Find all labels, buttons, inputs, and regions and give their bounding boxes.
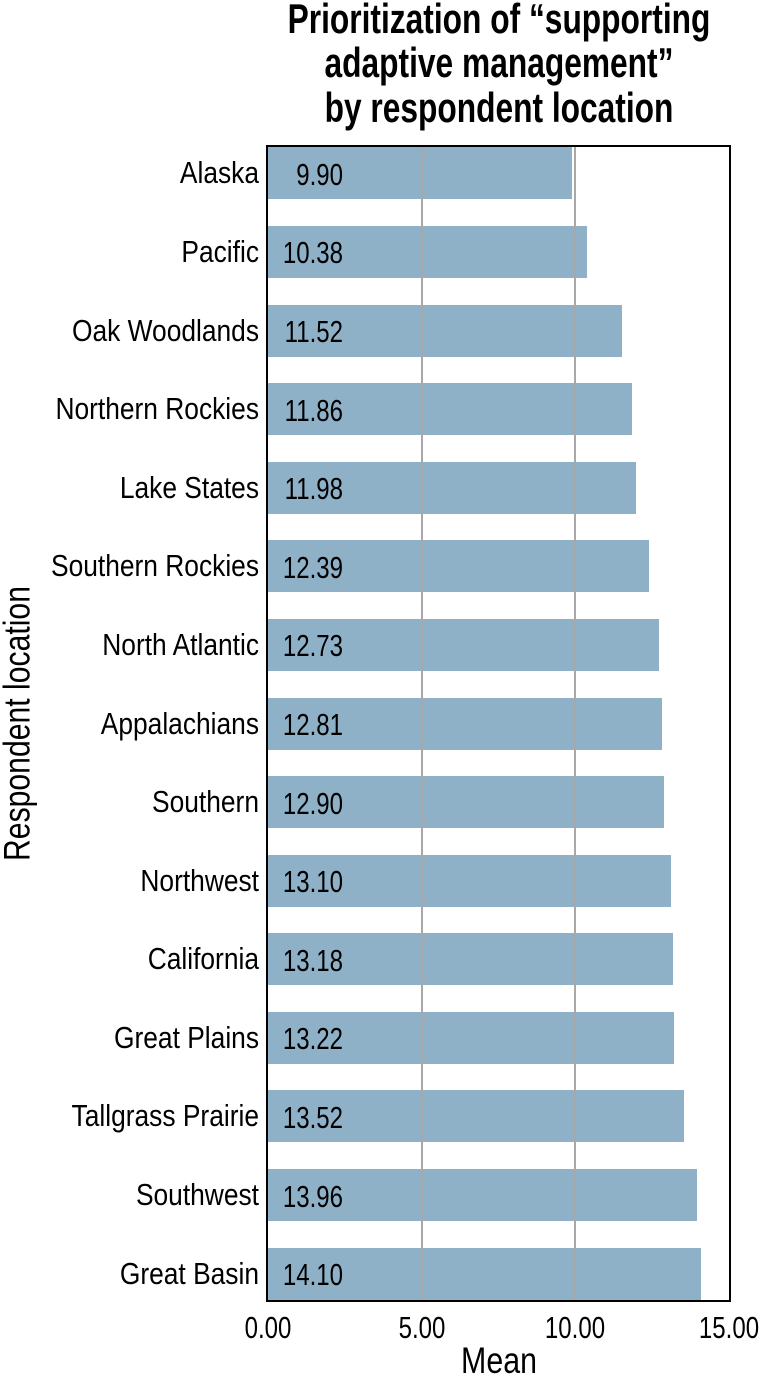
bar-great-plains <box>268 1011 675 1064</box>
bar-value-label: 13.52 <box>282 1099 343 1135</box>
x-tick-label: 10.00 <box>545 1309 606 1345</box>
bar-value-label: 14.10 <box>282 1257 343 1293</box>
bar-value-label: 13.10 <box>282 864 343 900</box>
bar-pacific <box>268 225 587 278</box>
x-axis-title: Mean <box>461 1339 537 1381</box>
x-tick-label: 15.00 <box>698 1309 759 1345</box>
bar-southwest <box>268 1169 698 1222</box>
category-label: Northwest <box>140 862 259 898</box>
bar-value-label: 12.90 <box>282 785 343 821</box>
bar-value-label: 9.90 <box>296 156 343 192</box>
bar-value-label: 12.73 <box>282 628 343 664</box>
bar-value-label: 12.81 <box>282 707 343 743</box>
bar-northwest <box>268 854 671 907</box>
category-label: Tallgrass Prairie <box>71 1098 259 1134</box>
bar-california <box>268 933 674 986</box>
category-label: Great Plains <box>114 1019 259 1055</box>
chart-title: Prioritization of “supporting adaptive m… <box>272 0 725 131</box>
x-tick-label: 0.00 <box>244 1309 292 1345</box>
category-label: California <box>147 941 259 977</box>
bar-north-atlantic <box>268 618 660 671</box>
category-label: Southern Rockies <box>51 548 259 584</box>
bar-value-label: 11.52 <box>284 314 343 350</box>
bar-value-label: 13.18 <box>282 942 343 978</box>
category-label: Pacific <box>181 233 259 269</box>
plot-area: 9.90 10.38 11.52 11.86 11.98 12.39 12.73 12.81 1… <box>266 145 731 1302</box>
chart-title-line-3: by respondent location <box>324 84 674 132</box>
category-label: Oak Woodlands <box>72 312 259 348</box>
chart-title-line-1: Prioritization of “supporting <box>287 0 711 42</box>
bar-alaska <box>268 147 573 200</box>
category-label: Lake States <box>119 469 259 505</box>
bar-southern <box>268 776 665 829</box>
bar-value-label: 11.98 <box>284 471 343 507</box>
category-label: Appalachians <box>100 705 259 741</box>
bar-value-label: 12.39 <box>282 549 343 585</box>
y-axis-title: Respondent location <box>0 586 38 861</box>
bar-value-label: 13.22 <box>282 1021 343 1057</box>
bar-northern-rockies <box>268 383 633 436</box>
bar-appalachians <box>268 697 662 750</box>
category-label: Alaska <box>179 155 259 191</box>
bar-southern-rockies <box>268 540 649 593</box>
bar-value-label: 11.86 <box>284 392 343 428</box>
bar-tallgrass-prairie <box>268 1090 684 1143</box>
x-tick-label: 5.00 <box>398 1309 446 1345</box>
gridline-5 <box>420 147 423 1300</box>
bar-great-basin <box>268 1247 702 1300</box>
category-label: Great Basin <box>119 1255 259 1291</box>
category-label: Northern Rockies <box>55 391 260 427</box>
bar-value-label: 13.96 <box>282 1178 343 1214</box>
gridline-10 <box>574 147 577 1300</box>
bar-oak-woodlands <box>268 304 623 357</box>
bar-value-label: 10.38 <box>282 235 343 271</box>
plot-inner: 9.90 10.38 11.52 11.86 11.98 12.39 12.73 12.81 1… <box>268 147 729 1300</box>
category-label: Southwest <box>135 1177 259 1213</box>
chart-title-line-2: adaptive management” <box>324 39 674 87</box>
category-label: Southern <box>152 784 259 820</box>
category-label: North Atlantic <box>102 626 259 662</box>
